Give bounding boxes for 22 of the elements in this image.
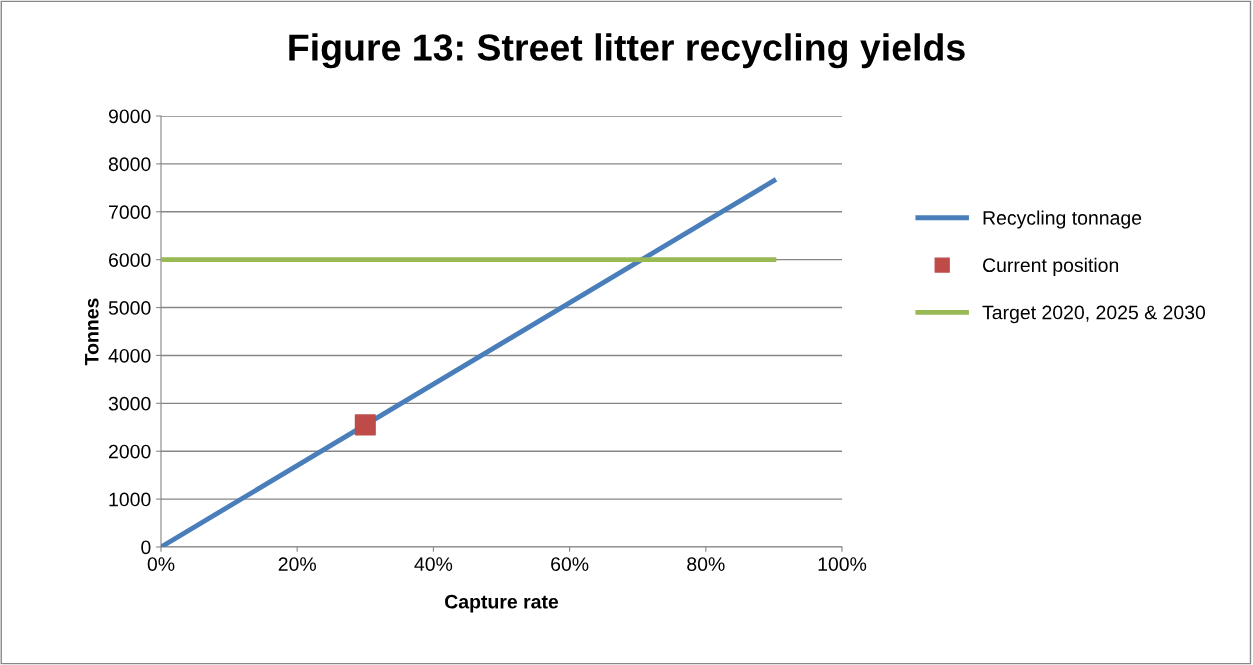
x-tick-label: 0% bbox=[147, 557, 175, 571]
x-tick-label: 80% bbox=[687, 557, 725, 571]
legend-label: Current position bbox=[983, 257, 1119, 276]
y-tick-label: 3000 bbox=[108, 396, 151, 411]
legend-label: Recycling tonnage bbox=[983, 210, 1142, 229]
chart-title: Figure 13: Street litter recycling yields bbox=[289, 33, 965, 69]
legend-label: Target 2020, 2025 & 2030 bbox=[982, 305, 1206, 324]
x-tick-label: 60% bbox=[551, 557, 589, 571]
x-tick-label: 100% bbox=[818, 557, 867, 571]
y-tick-label: 0 bbox=[141, 540, 151, 555]
y-tick-label: 2000 bbox=[109, 444, 151, 459]
y-tick-label: 9000 bbox=[108, 109, 151, 124]
y-tick-label: 4000 bbox=[108, 348, 151, 363]
y-tick-label: 6000 bbox=[109, 253, 151, 267]
y-tick-label: 8000 bbox=[108, 157, 151, 172]
y-tick-label: 5000 bbox=[108, 301, 151, 315]
x-tick-label: 20% bbox=[278, 557, 316, 571]
y-tick-label: 1000 bbox=[109, 492, 151, 507]
x-tick-label: 40% bbox=[414, 557, 453, 571]
y-axis-title: Tonnes bbox=[85, 298, 99, 366]
x-axis-title: Capture rate bbox=[445, 594, 559, 613]
y-tick-label: 7000 bbox=[109, 205, 151, 220]
